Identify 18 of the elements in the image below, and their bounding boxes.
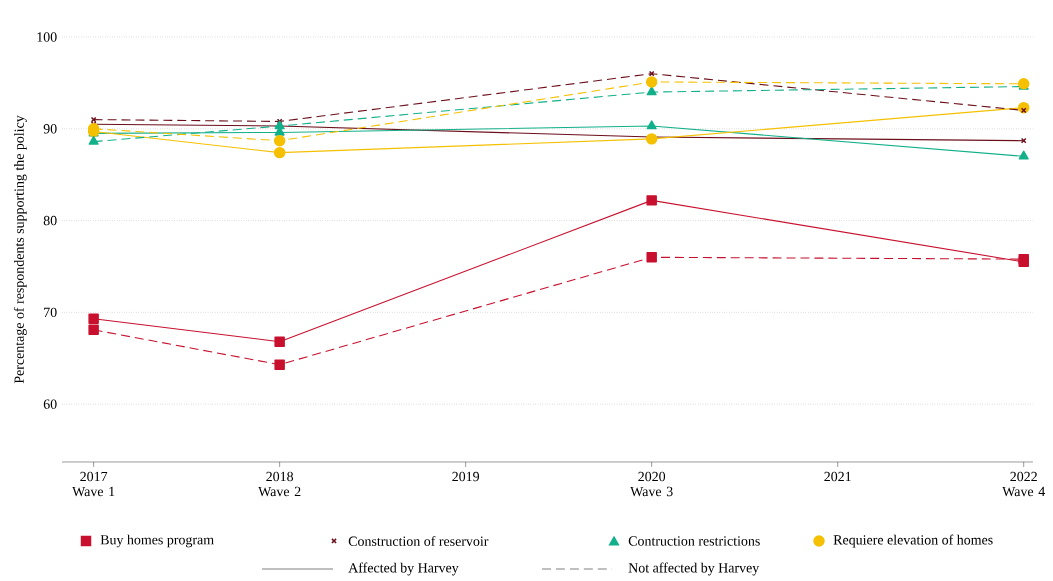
legend-label: Contruction restrictions xyxy=(628,536,760,546)
legend-label: Requiere elevation of homes xyxy=(833,534,993,548)
text: Not affected by Harvey xyxy=(628,562,760,576)
x-tick-label: 2022 Wave 4 xyxy=(1002,471,1046,497)
text: Affected by Harvey xyxy=(348,562,459,576)
x-tick-label: 2020 Wave 3 xyxy=(630,471,673,497)
y-tick-label: 90 xyxy=(43,124,57,134)
x-tick-label: 2018 Wave 2 xyxy=(258,471,301,497)
x-tick-label: 2017 Wave 1 xyxy=(72,471,115,497)
y-axis-title: Percentage of respondents supporting the policy xyxy=(13,115,27,384)
x-tick-label: 2019 xyxy=(452,471,480,482)
y-tick-label: 100 xyxy=(37,32,57,42)
legend-label: Buy homes program xyxy=(100,534,214,548)
legend-label: Construction of reservoir xyxy=(348,536,489,546)
x-tick-label: 2021 xyxy=(824,471,851,482)
y-tick-label: 70 xyxy=(44,307,57,318)
y-tick-label: 60 xyxy=(43,399,57,409)
y-tick-label: 80 xyxy=(43,215,57,226)
